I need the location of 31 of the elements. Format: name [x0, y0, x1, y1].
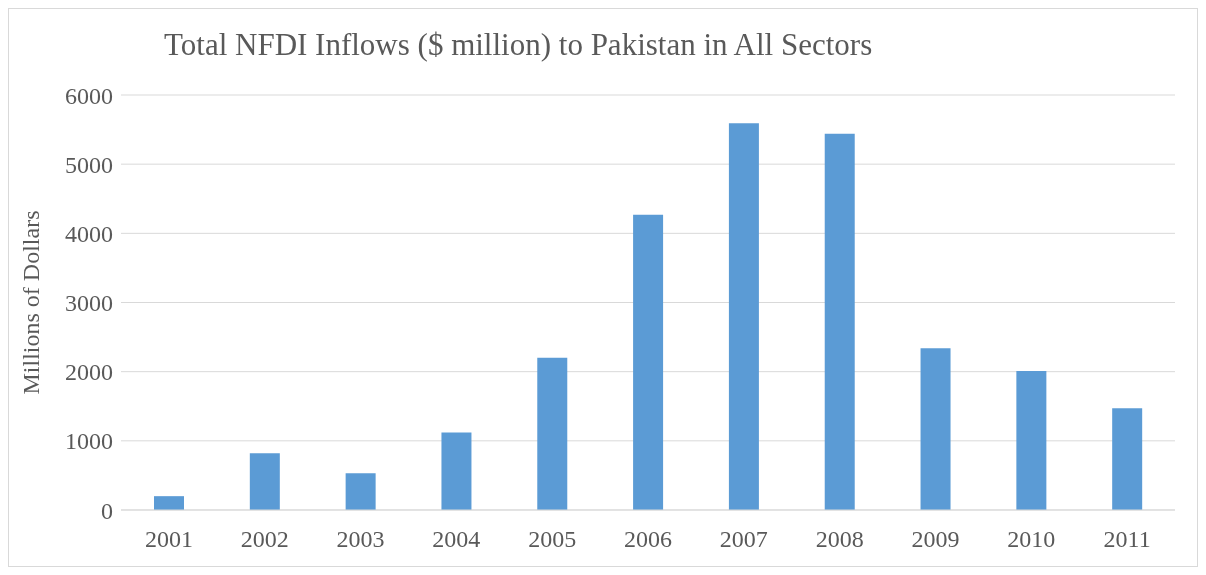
x-tick-label: 2001 [144, 526, 193, 553]
x-tick-label: 2002 [240, 526, 289, 553]
y-tick-label: 1000 [65, 428, 113, 455]
x-tick-label: 2003 [336, 526, 385, 553]
bar [441, 432, 472, 510]
y-tick-label: 0 [101, 497, 113, 524]
y-tick-label: 2000 [65, 359, 113, 386]
y-tick-label: 3000 [65, 290, 113, 317]
bar [633, 214, 664, 510]
bar [154, 496, 184, 510]
bar [1016, 370, 1047, 510]
bar [920, 348, 951, 510]
x-tick-label: 2007 [719, 526, 768, 553]
x-tick-label: 2004 [432, 526, 481, 553]
bar [1112, 408, 1143, 510]
y-axis-title: Millions of Dollars [17, 210, 44, 395]
bar [537, 357, 568, 510]
y-tick-label: 6000 [65, 82, 113, 109]
x-tick-label: 2010 [1007, 526, 1056, 553]
chart-title: Total NFDI Inflows ($ million) to Pakistan in All Sectors [164, 27, 873, 63]
x-tick-label: 2008 [815, 526, 864, 553]
x-tick-label: 2006 [624, 526, 672, 553]
bar [824, 133, 855, 510]
bar [345, 473, 376, 510]
x-tick-label: 2009 [911, 526, 960, 553]
bar [728, 123, 759, 510]
bar [249, 453, 280, 510]
x-tick-label: 2005 [528, 526, 577, 553]
y-tick-label: 4000 [65, 220, 113, 247]
y-tick-label: 5000 [65, 151, 113, 178]
x-tick-label: 2011 [1103, 526, 1151, 553]
